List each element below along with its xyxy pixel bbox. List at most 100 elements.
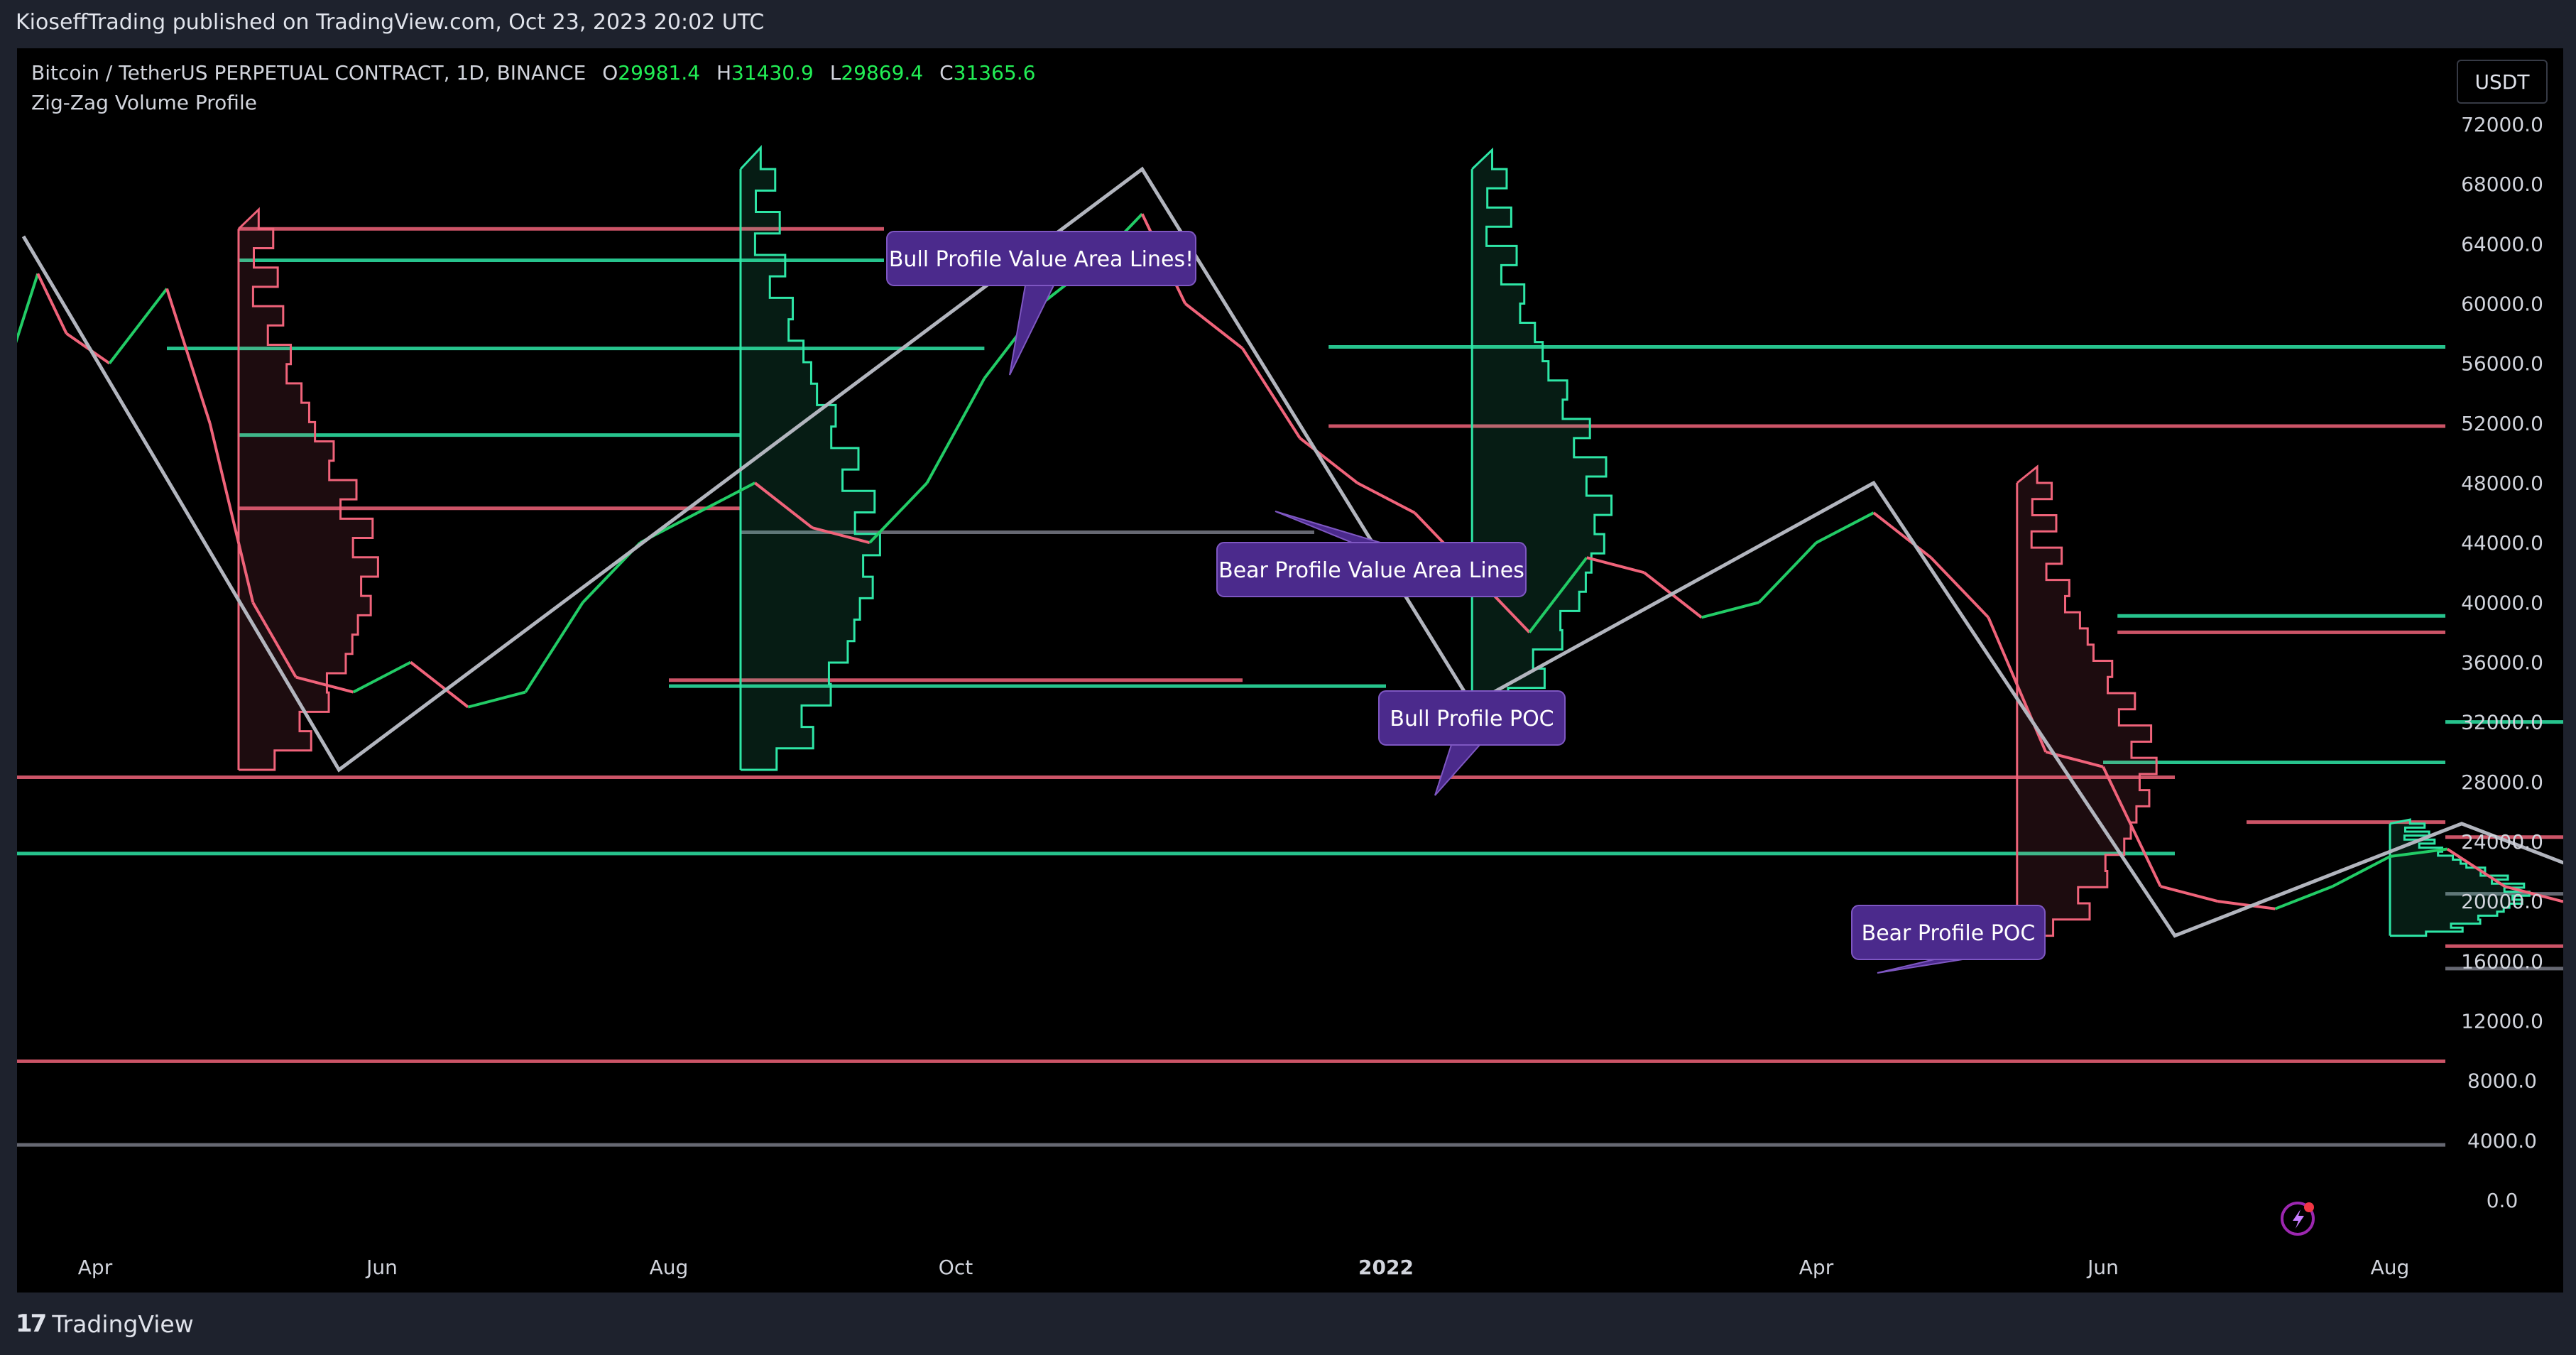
x-tick-label: Jun (2086, 1256, 2119, 1279)
y-tick-label: 72000.0 (2461, 113, 2543, 136)
price-segment (251, 602, 298, 678)
y-tick-label: 20000.0 (2461, 890, 2543, 913)
ohlc-low-value: 29869.4 (841, 61, 924, 85)
price-segment (17, 273, 40, 344)
price-segment (2389, 847, 2448, 859)
callout-label: Bear Profile POC (1862, 921, 2036, 946)
price-segment (1299, 437, 1358, 484)
callout-pointer (1009, 285, 1055, 376)
price-segment (2446, 847, 2506, 888)
price-segment (2504, 885, 2563, 903)
price-segment (1356, 481, 1416, 514)
price-segment (2332, 855, 2391, 888)
x-tick-label: Aug (650, 1256, 689, 1279)
y-tick-label: 28000.0 (2461, 771, 2543, 794)
price-segment (1701, 601, 1759, 619)
symbol-title[interactable]: Bitcoin / TetherUS PERPETUAL CONTRACT, 1… (31, 61, 586, 85)
volume-profile (2389, 818, 2531, 937)
price-segment (165, 288, 212, 424)
ohlc-open-value: 29981.4 (618, 61, 701, 85)
price-segment (2160, 885, 2219, 903)
callout-pointer (1434, 744, 1482, 796)
price-segment (2274, 885, 2333, 910)
y-tick-label: 8000.0 (2467, 1070, 2537, 1093)
price-axis[interactable]: 72000.0 68000.0 64000.0 60000.0 56000.0 52000… (2461, 113, 2543, 1212)
price-segment (2217, 900, 2276, 910)
ohlc-open-key: O (602, 61, 618, 85)
price-segment (1816, 511, 1874, 544)
time-axis[interactable]: AprJunAugOct2022AprJunAugOct2023AprJunAu… (78, 1256, 2563, 1279)
ohlc-low-key: L (829, 61, 841, 85)
price-segment (1872, 511, 1932, 559)
price-series (17, 212, 2563, 910)
y-tick-label: 0.0 (2487, 1189, 2518, 1212)
x-tick-label: Apr (1799, 1256, 1834, 1279)
ohlc-close-value: 31365.6 (953, 61, 1036, 85)
ohlc-high-value: 31430.9 (731, 61, 814, 85)
y-tick-label: 32000.0 (2461, 711, 2543, 734)
value-area-lines (17, 227, 2563, 1147)
x-tick-label: Apr (78, 1256, 113, 1279)
chart-canvas[interactable]: Bull Profile Value Area Lines! Bear Profi… (17, 48, 2563, 1293)
price-segment (2562, 900, 2563, 903)
y-tick-label: 60000.0 (2461, 293, 2543, 316)
x-tick-label: Oct (939, 1256, 973, 1279)
publish-bar: KioseffTrading published on TradingView.… (16, 10, 765, 35)
alert-icon[interactable] (2281, 1202, 2315, 1236)
ohlc-close-key: C (939, 61, 954, 85)
price-segment (36, 273, 68, 334)
y-tick-label: 24000.0 (2461, 830, 2543, 854)
price-segment (1930, 556, 1990, 619)
price-segment (753, 481, 814, 529)
y-tick-label: 4000.0 (2467, 1129, 2537, 1153)
price-segment (295, 675, 354, 694)
y-tick-label: 48000.0 (2461, 472, 2543, 495)
callout-box (1378, 690, 1566, 746)
y-tick-label: 52000.0 (2461, 412, 2543, 435)
symbol-legend[interactable]: Bitcoin / TetherUS PERPETUAL CONTRACT, 1… (31, 61, 1035, 85)
footer-logo-text: TradingView (52, 1310, 194, 1338)
ohlc-high-key: H (716, 61, 732, 85)
price-segment (1184, 302, 1244, 350)
tradingview-logo-icon: 17 (16, 1310, 47, 1338)
callout-box (1851, 905, 2046, 960)
y-tick-label: 44000.0 (2461, 531, 2543, 555)
price-segment (2102, 766, 2162, 887)
price-segment (1241, 347, 1301, 439)
currency-button[interactable]: USDT (2457, 60, 2548, 104)
price-segment (1757, 541, 1818, 604)
y-tick-label: 64000.0 (2461, 232, 2543, 256)
y-tick-label: 12000.0 (2461, 1010, 2543, 1033)
x-tick-label: 2022 (1358, 1256, 1414, 1279)
callout-box (886, 231, 1196, 286)
price-segment (868, 481, 929, 544)
price-segment (410, 660, 469, 709)
price-segment (1528, 556, 1588, 633)
price-segment (1586, 556, 1645, 575)
volume-profile (2016, 464, 2158, 937)
y-tick-label: 56000.0 (2461, 352, 2543, 376)
volume-profile (739, 145, 881, 771)
x-tick-label: Jun (365, 1256, 398, 1279)
volume-profile (1471, 147, 1613, 709)
x-tick-label: Aug (2371, 1256, 2410, 1279)
callout-label: Bull Profile Value Area Lines! (889, 247, 1194, 272)
price-segment (467, 690, 526, 709)
price-segment (524, 602, 584, 693)
price-segment (925, 377, 986, 484)
y-tick-label: 68000.0 (2461, 173, 2543, 196)
price-segment (812, 526, 871, 545)
callout-label: Bull Profile POC (1390, 707, 1554, 731)
callout-box (1216, 542, 1527, 597)
price-segment (108, 288, 168, 364)
callouts: Bull Profile Value Area Lines! Bear Profi… (886, 231, 2046, 974)
footer-logo[interactable]: 17 TradingView (16, 1310, 194, 1338)
y-tick-label: 16000.0 (2461, 949, 2543, 973)
price-segment (352, 660, 412, 694)
volume-profile (237, 207, 379, 771)
chart-frame[interactable]: Bull Profile Value Area Lines! Bear Profi… (17, 48, 2563, 1293)
indicator-legend[interactable]: Zig-Zag Volume Profile (31, 91, 257, 114)
callout-pointer (1877, 959, 1963, 974)
y-tick-label: 36000.0 (2461, 651, 2543, 675)
price-segment (697, 481, 756, 514)
